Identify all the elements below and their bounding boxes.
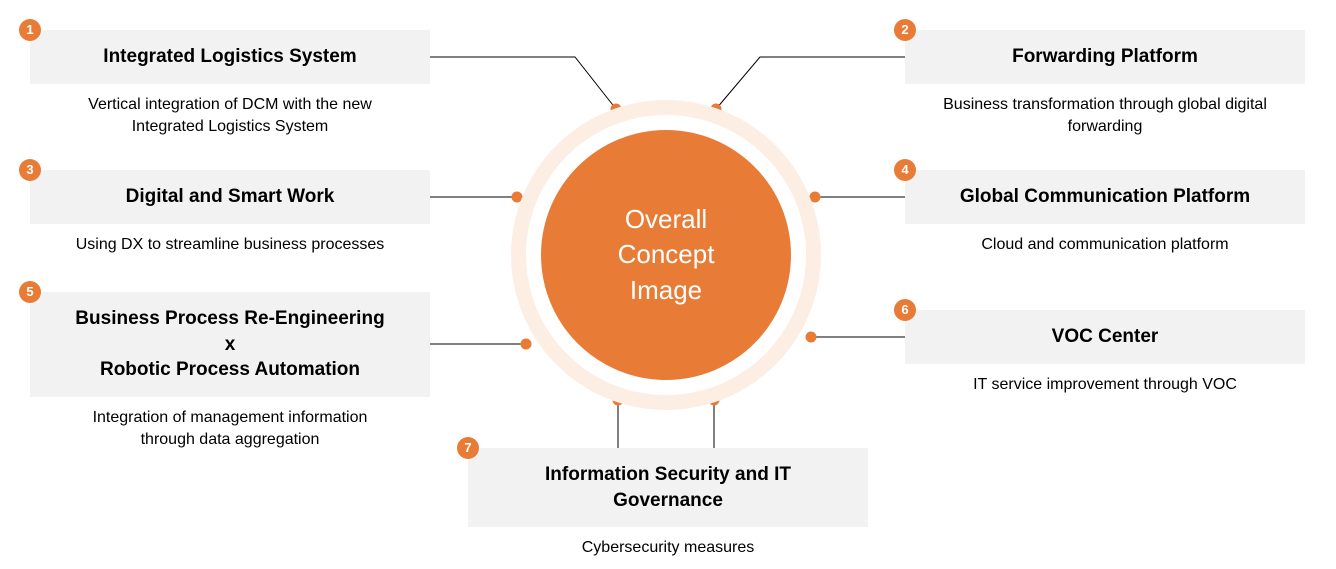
center-circle: OverallConceptImage: [541, 130, 791, 380]
node-badge-5: 5: [19, 281, 41, 303]
node-title: VOC Center: [1052, 324, 1159, 350]
node-badge-3: 3: [19, 159, 41, 181]
node-box-4: Global Communication Platform4: [905, 170, 1305, 224]
node-badge-7: 7: [457, 437, 479, 459]
node-badge-4: 4: [894, 159, 916, 181]
node-3: Digital and Smart Work3 Using DX to strea…: [30, 170, 430, 256]
node-desc-4: Cloud and communication platform: [905, 234, 1305, 256]
node-box-5: Business Process Re-EngineeringxRobotic …: [30, 292, 430, 397]
node-1: Integrated Logistics System1 Vertical int…: [30, 30, 430, 137]
node-title: Digital and Smart Work: [126, 184, 335, 210]
node-5: Business Process Re-EngineeringxRobotic …: [30, 292, 430, 450]
node-6: VOC Center6 IT service improvement throug…: [905, 310, 1305, 396]
center-label: OverallConceptImage: [618, 202, 715, 307]
node-desc-3: Using DX to streamline business processe…: [30, 234, 430, 256]
node-title: Business Process Re-EngineeringxRobotic …: [75, 306, 384, 383]
node-title: Forwarding Platform: [1012, 44, 1198, 70]
node-desc-5: Integration of management informationthr…: [30, 407, 430, 450]
node-desc-2: Business transformation through global d…: [905, 94, 1305, 137]
node-title: Integrated Logistics System: [103, 44, 356, 70]
diagram-canvas: OverallConceptImage Integrated Logistics…: [0, 0, 1336, 569]
node-box-2: Forwarding Platform2: [905, 30, 1305, 84]
node-box-6: VOC Center6: [905, 310, 1305, 364]
node-desc-7: Cybersecurity measures: [468, 537, 868, 559]
node-box-1: Integrated Logistics System1: [30, 30, 430, 84]
node-box-7: Information Security and ITGovernance7: [468, 448, 868, 527]
node-badge-2: 2: [894, 19, 916, 41]
node-4: Global Communication Platform4 Cloud and …: [905, 170, 1305, 256]
node-desc-1: Vertical integration of DCM with the new…: [30, 94, 430, 137]
node-badge-1: 1: [19, 19, 41, 41]
node-7: Information Security and ITGovernance7 Cy…: [468, 448, 868, 559]
node-box-3: Digital and Smart Work3: [30, 170, 430, 224]
node-title: Information Security and ITGovernance: [545, 462, 791, 513]
node-desc-6: IT service improvement through VOC: [905, 374, 1305, 396]
node-title: Global Communication Platform: [960, 184, 1250, 210]
node-badge-6: 6: [894, 299, 916, 321]
node-2: Forwarding Platform2 Business transformat…: [905, 30, 1305, 137]
